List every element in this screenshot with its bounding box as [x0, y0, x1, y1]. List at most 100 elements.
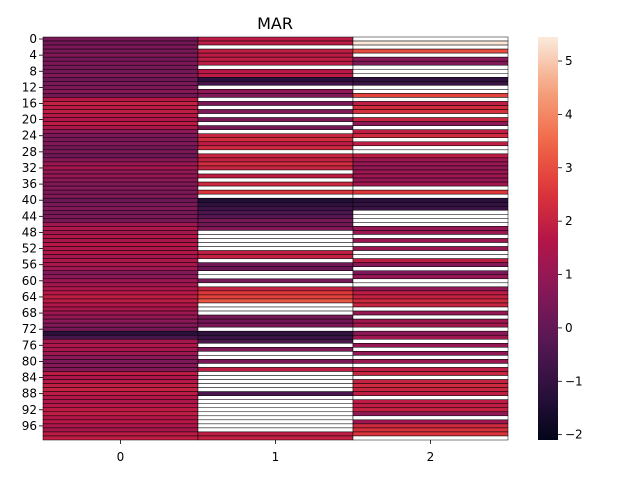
heatmap-cell [42, 363, 199, 368]
heatmap-cell [42, 411, 199, 417]
heatmap-cell [197, 411, 354, 417]
heatmap-cell [197, 254, 354, 259]
y-tick-label: 96 [22, 419, 37, 433]
heatmap-cell [42, 153, 199, 159]
heatmap-cell [352, 371, 509, 376]
y-axis: 0481216202428323640444852566064687276808… [22, 32, 43, 433]
heatmap-cell [197, 383, 354, 388]
y-tick-label: 32 [22, 161, 37, 175]
heatmap-cell [352, 367, 509, 372]
heatmap-cell [352, 318, 509, 324]
heatmap-cell [197, 343, 354, 348]
heatmap-cell [197, 347, 354, 352]
heatmap-cell [197, 177, 354, 183]
heatmap-cell [352, 435, 509, 441]
y-tick-label: 28 [22, 145, 37, 159]
heatmap-cell [352, 48, 509, 54]
heatmap-cell [197, 117, 354, 122]
heatmap-cell [352, 60, 509, 66]
heatmap-cell [42, 177, 199, 183]
heatmap-cell [42, 125, 199, 130]
heatmap-cell [42, 351, 199, 356]
heatmap-cell [352, 411, 509, 417]
heatmap-cell [42, 238, 199, 243]
heatmap-cell [352, 282, 509, 288]
heatmap-cell [197, 109, 354, 114]
heatmap-cell [197, 73, 354, 78]
heatmap-cell [197, 206, 354, 211]
heatmap-cell [42, 258, 199, 263]
x-tick-label: 2 [427, 450, 435, 464]
heatmap-cell [42, 201, 199, 207]
heatmap-cell [197, 153, 354, 159]
heatmap-cell [352, 234, 509, 239]
heatmap-cell [197, 282, 354, 288]
heatmap-cell [42, 36, 199, 42]
heatmap-cell [352, 105, 509, 110]
heatmap-cell [197, 97, 354, 102]
heatmap-cell [197, 359, 354, 364]
heatmap-cell [197, 44, 354, 50]
heatmap-cell [42, 254, 199, 259]
heatmap-cell [352, 274, 509, 280]
heatmap-cell [42, 310, 199, 316]
heatmap-cell [352, 81, 509, 86]
heatmap-cell [197, 290, 354, 296]
heatmap-cell [42, 314, 199, 320]
heatmap-cell [352, 298, 509, 304]
heatmap-cell [352, 121, 509, 126]
heatmap-cell [197, 189, 354, 195]
heatmap-cell [197, 379, 354, 384]
heatmap-cell [42, 197, 199, 203]
heatmap-cell [197, 105, 354, 110]
heatmap-cell [42, 105, 199, 110]
heatmap-cell [197, 48, 354, 54]
heatmap-cell [42, 403, 199, 409]
heatmap-cell [197, 161, 354, 167]
heatmap-cell [42, 294, 199, 300]
heatmap-cell [42, 379, 199, 384]
x-tick-label: 1 [272, 450, 280, 464]
heatmap-cell [352, 423, 509, 429]
heatmap-cell [197, 56, 354, 62]
heatmap-cell [197, 226, 354, 231]
heatmap-cell [352, 391, 509, 396]
heatmap-cell [352, 161, 509, 167]
heatmap-cell [197, 270, 354, 276]
heatmap-cell [352, 339, 509, 344]
heatmap-cell [352, 145, 509, 151]
heatmap-cell [197, 149, 354, 155]
heatmap-cell [352, 181, 509, 187]
heatmap-cell [197, 157, 354, 163]
heatmap-cell [352, 415, 509, 421]
heatmap-cell [352, 93, 509, 98]
heatmap-cell [42, 173, 199, 179]
y-tick-label: 44 [22, 209, 37, 223]
heatmap-cell [197, 60, 354, 66]
heatmap-cell [197, 363, 354, 368]
heatmap-cell [42, 48, 199, 54]
y-tick-label: 16 [22, 96, 37, 110]
heatmap-cell [197, 85, 354, 90]
heatmap-cell [197, 121, 354, 126]
heatmap-cell [197, 222, 354, 227]
heatmap-cell [42, 375, 199, 380]
colorbar-axis: 5 4 3 2 1 0 −1 −2 [558, 54, 583, 442]
heatmap-cell [42, 222, 199, 227]
heatmap-cell [42, 318, 199, 324]
heatmap-cell [352, 222, 509, 227]
heatmap-cell [352, 230, 509, 235]
heatmap-cell [197, 339, 354, 344]
heatmap-cell [197, 262, 354, 267]
heatmap-cell [352, 302, 509, 308]
heatmap-cell [352, 294, 509, 300]
y-tick-label: 68 [22, 306, 37, 320]
heatmap-cell [197, 395, 354, 400]
heatmap-cell [352, 330, 509, 336]
heatmap-cell [352, 258, 509, 263]
heatmap-cell [42, 193, 199, 199]
heatmap-cell [197, 64, 354, 70]
heatmap-cell [352, 113, 509, 118]
heatmap-cell [197, 298, 354, 304]
